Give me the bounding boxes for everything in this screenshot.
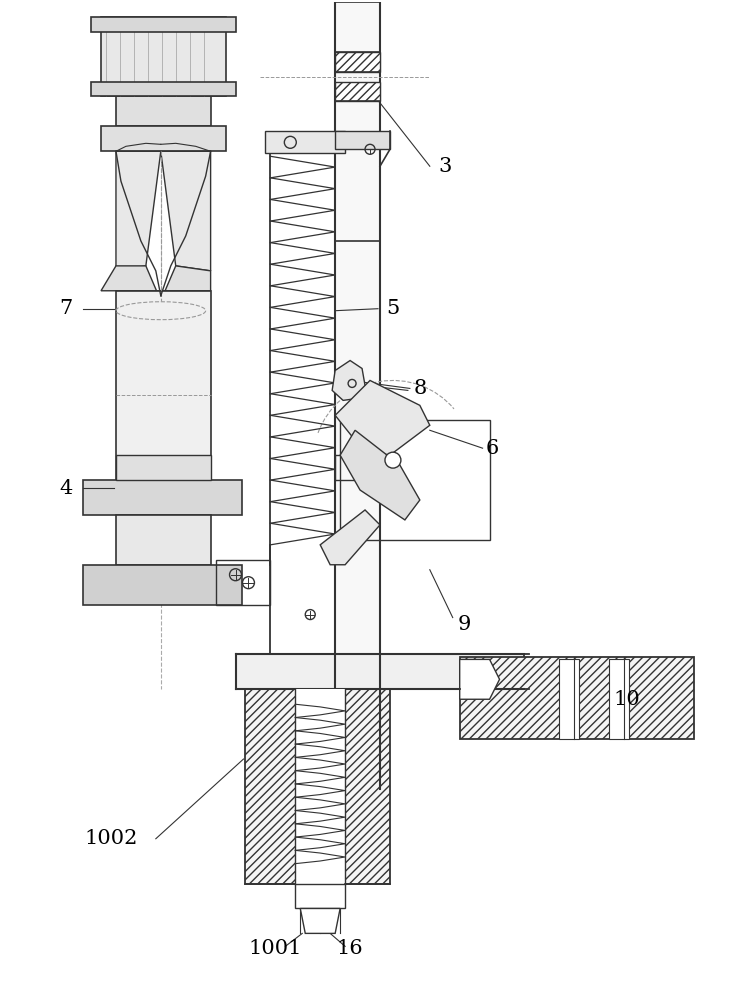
Text: 3: 3 — [438, 157, 451, 176]
Text: 1002: 1002 — [84, 829, 137, 848]
Circle shape — [385, 452, 401, 468]
Bar — [335, 2, 380, 789]
Text: 6: 6 — [486, 439, 499, 458]
Bar — [116, 291, 210, 510]
Bar — [101, 126, 225, 151]
Bar — [295, 689, 345, 884]
Bar — [236, 654, 524, 689]
Bar — [83, 480, 243, 515]
Text: 5: 5 — [386, 299, 400, 318]
Polygon shape — [101, 266, 210, 301]
Polygon shape — [161, 151, 210, 271]
Bar — [116, 96, 210, 126]
Polygon shape — [116, 151, 161, 271]
Bar — [91, 17, 236, 32]
Bar — [335, 52, 380, 72]
Polygon shape — [320, 510, 380, 565]
Bar — [116, 455, 210, 480]
Text: 16: 16 — [336, 939, 363, 958]
Bar — [116, 515, 210, 565]
Text: 7: 7 — [59, 299, 73, 318]
Bar — [83, 565, 243, 605]
Polygon shape — [300, 908, 340, 933]
Bar — [295, 884, 345, 908]
Bar — [460, 657, 694, 739]
Bar — [216, 560, 270, 605]
Bar — [335, 131, 390, 149]
Text: 8: 8 — [413, 379, 427, 398]
Text: 4: 4 — [59, 479, 73, 498]
Bar — [559, 659, 579, 739]
Text: 9: 9 — [458, 615, 472, 634]
Text: 10: 10 — [614, 690, 641, 709]
Polygon shape — [332, 361, 365, 400]
Polygon shape — [340, 430, 420, 520]
Polygon shape — [335, 380, 430, 455]
Text: 1001: 1001 — [249, 939, 302, 958]
Polygon shape — [460, 659, 499, 699]
Bar — [101, 17, 225, 96]
Bar — [265, 131, 345, 153]
Bar — [335, 82, 380, 101]
Bar — [91, 82, 236, 96]
Bar — [340, 420, 490, 540]
Bar — [609, 659, 629, 739]
Bar — [246, 689, 390, 884]
